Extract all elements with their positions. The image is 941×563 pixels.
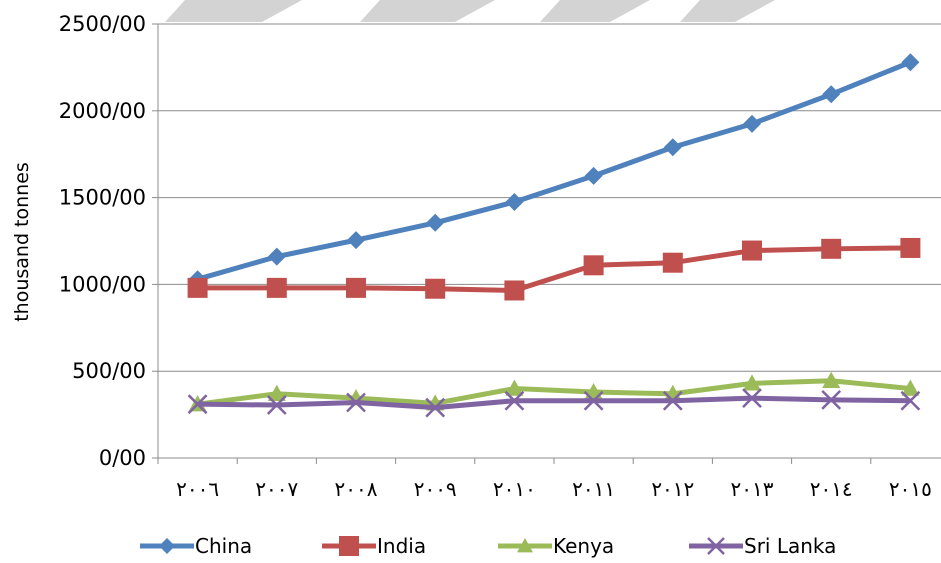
x-tick-label: ٢٠١٢ — [651, 477, 694, 501]
gridlines — [158, 23, 941, 372]
y-tick-label: 2000/00 — [59, 99, 146, 123]
data-point — [743, 374, 761, 391]
marker-stroke — [346, 392, 366, 413]
data-point — [517, 538, 533, 553]
x-tick-label: ٢٠١٠ — [493, 477, 536, 501]
legend-item: Sri Lanka — [689, 534, 836, 558]
data-point — [663, 138, 682, 157]
series-line — [197, 245, 911, 293]
data-point — [266, 277, 287, 298]
x-tick-label: ٢٠١١ — [572, 477, 615, 501]
x-axis-tick-labels: ٢٠٠٦ ٢٠٠٧ ٢٠٠٨ ٢٠٠٩ ٢٠١٠ ٢٠١١ ٢٠١٢ ٢٠١٣ ٢٠١٤ ٢٠١٥ — [176, 477, 932, 501]
series-line — [197, 395, 911, 411]
x-tick-label: ٢٠١٤ — [810, 477, 853, 501]
data-point — [901, 379, 920, 396]
watermark-stripe — [540, 0, 650, 22]
data-point — [583, 255, 604, 276]
data-point — [505, 192, 524, 211]
data-point — [707, 537, 725, 555]
data-point — [425, 278, 446, 299]
legend-item: China — [140, 534, 252, 558]
data-point — [662, 390, 683, 411]
data-point — [267, 247, 286, 266]
x-tick-label: ٢٠٠٨ — [335, 477, 378, 501]
axes — [152, 23, 941, 464]
y-axis-tick-labels: 0/00 500/00 1000/00 1500/00 2000/00 2500/00 — [59, 12, 146, 470]
data-point — [346, 277, 366, 298]
data-point — [821, 238, 842, 259]
y-tick-label: 1500/00 — [59, 186, 146, 210]
data-point — [425, 397, 446, 418]
data-point — [822, 371, 841, 388]
series-line — [196, 59, 912, 282]
marker-stroke — [425, 397, 446, 418]
series-india — [187, 237, 921, 301]
marker-stroke — [742, 388, 762, 408]
data-point — [742, 240, 762, 261]
data-point — [426, 213, 445, 232]
legend-label: China — [195, 534, 252, 558]
y-tick-label: 1000/00 — [59, 272, 146, 296]
data-point — [266, 395, 287, 415]
data-point — [505, 379, 524, 396]
watermark-stripe — [680, 0, 775, 22]
legend-label: India — [377, 534, 426, 558]
y-tick-label: 0/00 — [99, 446, 146, 470]
data-point — [662, 252, 683, 273]
marker-stroke — [821, 389, 842, 410]
marker-stroke — [900, 390, 921, 411]
data-point — [900, 390, 921, 411]
marker-stroke — [707, 537, 725, 555]
legend-item: Kenya — [498, 534, 614, 558]
marker-stroke — [266, 395, 287, 415]
legend-label: Kenya — [553, 534, 614, 558]
data-point — [901, 53, 920, 72]
marker-stroke — [662, 390, 683, 411]
series-china — [188, 53, 920, 289]
data-point — [584, 166, 603, 185]
watermark-stripe — [360, 0, 495, 22]
y-tick-label: 500/00 — [72, 359, 146, 383]
series-line — [197, 378, 911, 407]
data-point — [583, 390, 604, 411]
data-point — [346, 392, 366, 413]
marker-stroke — [504, 390, 525, 411]
data-point — [504, 390, 525, 411]
watermark-stripes — [165, 0, 775, 22]
marker-stroke — [187, 394, 208, 415]
x-tick-label: ٢٠١٥ — [889, 477, 932, 501]
data-point — [187, 277, 208, 298]
y-axis-label: thousand tonnes — [11, 162, 33, 322]
data-point — [504, 280, 525, 301]
data-point — [267, 384, 286, 401]
series-sri-lanka — [187, 388, 921, 418]
data-point — [900, 237, 921, 258]
x-tick-label: ٢٠١٣ — [731, 477, 774, 501]
data-point — [743, 114, 761, 133]
series-group — [187, 53, 921, 418]
legend: China India Kenya Sri Lanka — [140, 534, 836, 558]
data-point — [821, 389, 842, 410]
data-point — [822, 85, 841, 104]
data-point — [347, 231, 365, 250]
x-tick-label: ٢٠٠٧ — [255, 477, 298, 501]
data-point — [159, 538, 175, 554]
legend-label: Sri Lanka — [744, 534, 836, 558]
marker-stroke — [583, 390, 604, 411]
x-tick-label: ٢٠٠٦ — [176, 477, 219, 501]
data-point — [742, 388, 762, 408]
data-point — [339, 536, 359, 556]
watermark-stripe — [165, 0, 302, 22]
data-point — [187, 394, 208, 415]
y-tick-label: 2500/00 — [59, 12, 146, 36]
legend-item: India — [322, 534, 426, 558]
x-tick-label: ٢٠٠٩ — [414, 477, 457, 501]
